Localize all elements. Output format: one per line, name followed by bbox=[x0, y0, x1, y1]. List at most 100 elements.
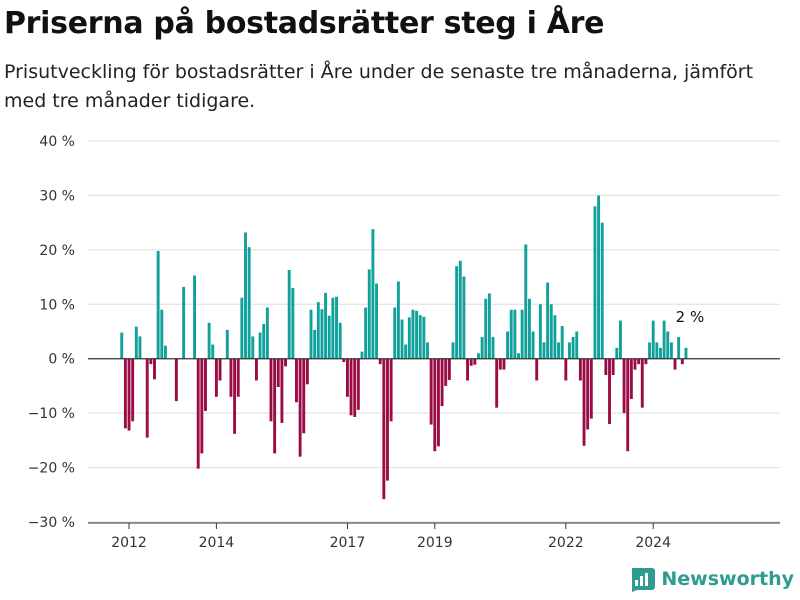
bar bbox=[382, 358, 386, 500]
bar bbox=[564, 358, 568, 381]
bar bbox=[302, 358, 306, 434]
chart-title: Priserna på bostadsrätter steg i Åre bbox=[4, 6, 605, 41]
bar bbox=[389, 358, 393, 422]
bars bbox=[120, 195, 688, 500]
bar bbox=[153, 358, 156, 380]
bar bbox=[433, 358, 437, 452]
bar bbox=[127, 358, 131, 431]
bar bbox=[666, 331, 670, 359]
bar bbox=[440, 358, 444, 407]
y-tick-label: 40 % bbox=[39, 134, 75, 150]
bar bbox=[273, 358, 277, 454]
bar bbox=[131, 358, 135, 422]
bar bbox=[247, 247, 251, 359]
bar bbox=[360, 351, 364, 359]
bar bbox=[353, 358, 357, 417]
bar bbox=[422, 316, 426, 359]
bar bbox=[484, 298, 488, 359]
bar bbox=[204, 358, 207, 411]
bar bbox=[196, 358, 200, 469]
bar bbox=[149, 358, 153, 365]
y-tick-label: 20 % bbox=[39, 243, 75, 259]
bar bbox=[214, 358, 218, 397]
bar bbox=[451, 342, 455, 359]
bar bbox=[611, 358, 615, 376]
bar bbox=[411, 309, 415, 359]
bar bbox=[651, 320, 655, 359]
bar bbox=[513, 309, 517, 359]
bar bbox=[477, 353, 480, 359]
bar bbox=[407, 317, 411, 359]
bar bbox=[371, 229, 375, 359]
x-tick-label: 2019 bbox=[417, 535, 453, 551]
bar bbox=[262, 323, 266, 359]
bar bbox=[644, 358, 648, 365]
bar bbox=[509, 309, 513, 359]
y-tick-label: −10 % bbox=[28, 406, 75, 422]
gridlines bbox=[88, 140, 780, 523]
y-axis: 40 % 30 % 20 % 10 % 0 % −10 % −20 % −30 % bbox=[28, 134, 75, 531]
bar bbox=[455, 266, 459, 359]
bar bbox=[386, 358, 389, 481]
bar bbox=[648, 342, 651, 359]
bar bbox=[578, 358, 582, 381]
bar bbox=[618, 320, 622, 359]
bar bbox=[487, 293, 491, 359]
y-tick-label: −20 % bbox=[28, 461, 75, 477]
bar bbox=[356, 358, 360, 410]
bar bbox=[571, 336, 575, 359]
bar bbox=[673, 358, 677, 370]
bar bbox=[327, 315, 331, 359]
y-tick-label: −30 % bbox=[28, 515, 75, 531]
bar bbox=[684, 347, 688, 359]
bar bbox=[436, 358, 440, 447]
bar bbox=[626, 358, 630, 452]
bar bbox=[123, 358, 127, 429]
bar bbox=[542, 342, 546, 359]
bar bbox=[335, 296, 338, 359]
bar bbox=[280, 358, 284, 423]
bar bbox=[669, 342, 673, 359]
bar bbox=[426, 342, 429, 359]
bar bbox=[233, 358, 237, 434]
bar bbox=[225, 329, 229, 359]
bar bbox=[120, 332, 124, 359]
bar bbox=[240, 297, 244, 359]
bar bbox=[291, 287, 295, 359]
bar bbox=[535, 358, 539, 381]
bar bbox=[305, 358, 309, 385]
bar bbox=[637, 358, 641, 365]
bar bbox=[163, 345, 167, 359]
bar bbox=[531, 331, 535, 359]
bar bbox=[549, 304, 553, 359]
bar bbox=[269, 358, 273, 422]
bar bbox=[597, 195, 601, 359]
bar bbox=[608, 358, 611, 425]
bar bbox=[375, 283, 378, 359]
bar bbox=[560, 326, 564, 359]
bar bbox=[593, 206, 597, 359]
bar bbox=[331, 297, 335, 359]
bar bbox=[211, 344, 215, 359]
bar bbox=[207, 322, 211, 359]
x-tick-label: 2014 bbox=[199, 535, 235, 551]
bar bbox=[342, 358, 346, 362]
newsworthy-logo-icon bbox=[632, 568, 656, 592]
bar bbox=[229, 358, 233, 397]
bar bbox=[400, 319, 404, 359]
bar bbox=[677, 336, 681, 359]
bar bbox=[622, 358, 626, 414]
bar bbox=[284, 358, 287, 367]
bar bbox=[295, 358, 298, 403]
bar bbox=[298, 358, 302, 457]
bar bbox=[396, 281, 400, 359]
bar bbox=[495, 358, 499, 408]
chart-subtitle: Prisutveckling för bostadsrätter i Åre u… bbox=[4, 61, 754, 112]
bar bbox=[480, 336, 484, 359]
bar bbox=[415, 310, 419, 359]
bar bbox=[538, 304, 542, 359]
bar bbox=[473, 358, 477, 365]
bar bbox=[174, 358, 178, 402]
bar bbox=[251, 336, 255, 359]
bar bbox=[193, 275, 196, 359]
